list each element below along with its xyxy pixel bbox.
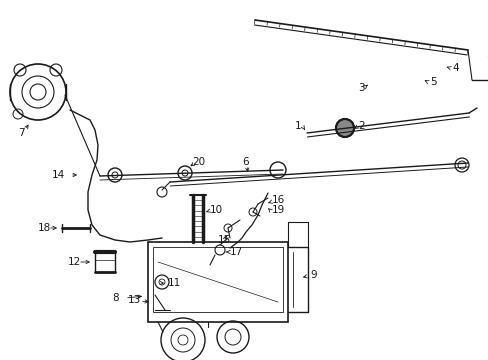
Text: 8: 8 [112,293,119,303]
Text: 6: 6 [242,157,248,167]
Text: 12: 12 [68,257,81,267]
Text: 2: 2 [357,121,364,131]
Text: 18: 18 [38,223,51,233]
Text: 7: 7 [18,128,24,138]
Text: 16: 16 [271,195,285,205]
Text: 5: 5 [429,77,436,87]
Text: 20: 20 [192,157,204,167]
Text: 14: 14 [52,170,65,180]
Bar [153,247,283,312]
Text: 3: 3 [357,83,364,93]
Text: 11: 11 [168,278,181,288]
Text: 1: 1 [294,121,301,131]
Text: 9: 9 [309,270,316,280]
Text: 15: 15 [218,235,231,245]
Text: 17: 17 [229,247,243,257]
Bar [148,242,287,322]
Circle shape [335,119,353,137]
Text: 13: 13 [128,295,141,305]
Text: 4: 4 [451,63,458,73]
Text: 19: 19 [271,205,285,215]
Text: 10: 10 [209,205,223,215]
